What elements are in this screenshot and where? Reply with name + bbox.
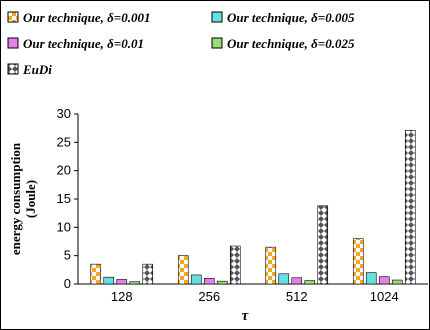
y-tick-label: 30 [57,106,71,121]
bar [142,263,154,285]
plot-area: 0 5 10 15 20 25 30 energy consumption(Joule) 128… [8,106,428,324]
bar [216,280,228,285]
bar [365,272,377,285]
legend-swatch [7,37,19,49]
legend-label: Our technique, δ=0.001 [23,10,150,25]
bar [229,245,241,285]
y-tick-label: 5 [64,248,71,263]
bar [103,276,115,285]
bar [352,238,364,285]
bar [378,276,390,285]
x-tick-label: 256 [198,289,220,304]
legend-label: Our technique, δ=0.005 [227,10,355,25]
x-tick-label: 128 [111,289,133,304]
x-tick-label: 1024 [370,289,399,304]
legend-entry: Our technique, δ=0.01 [7,36,144,51]
y-axis-label: energy consumption(Joule) [8,142,38,255]
y-axis-label-line: energy consumption [8,142,23,255]
bar [203,278,215,285]
bar [90,263,102,285]
legend-label: EuDi [22,62,52,77]
legend-swatch [211,37,223,49]
y-tick-label: 20 [57,163,71,178]
legend-entry: Our technique, δ=0.001 [7,10,150,25]
y-tick-label: 15 [57,191,71,206]
y-tick-label: 0 [64,276,71,291]
legend-label: Our technique, δ=0.025 [227,36,355,51]
legend-entry: EuDi [7,62,52,77]
legend: Our technique, δ=0.001 Our technique, δ=0… [7,10,355,77]
legend-swatch [7,11,19,23]
bar [265,246,277,285]
x-tick-label: 512 [286,289,308,304]
y-tick-label: 25 [57,134,71,149]
bar [190,274,202,285]
bar [291,277,303,285]
bar [177,255,189,285]
legend-swatch [7,63,19,75]
bar [129,281,141,285]
x-axis-label: τ [242,308,250,324]
bar [391,279,403,285]
y-tick-label: 10 [57,219,71,234]
legend-entry: Our technique, δ=0.025 [211,36,355,51]
bar [404,130,416,285]
bar [317,205,329,285]
legend-label: Our technique, δ=0.01 [23,36,144,51]
bar [278,273,290,285]
bar [304,280,316,285]
legend-swatch [211,11,223,23]
legend-entry: Our technique, δ=0.005 [211,10,355,25]
y-axis-label-line: (Joule) [23,180,38,218]
bar [116,279,128,285]
